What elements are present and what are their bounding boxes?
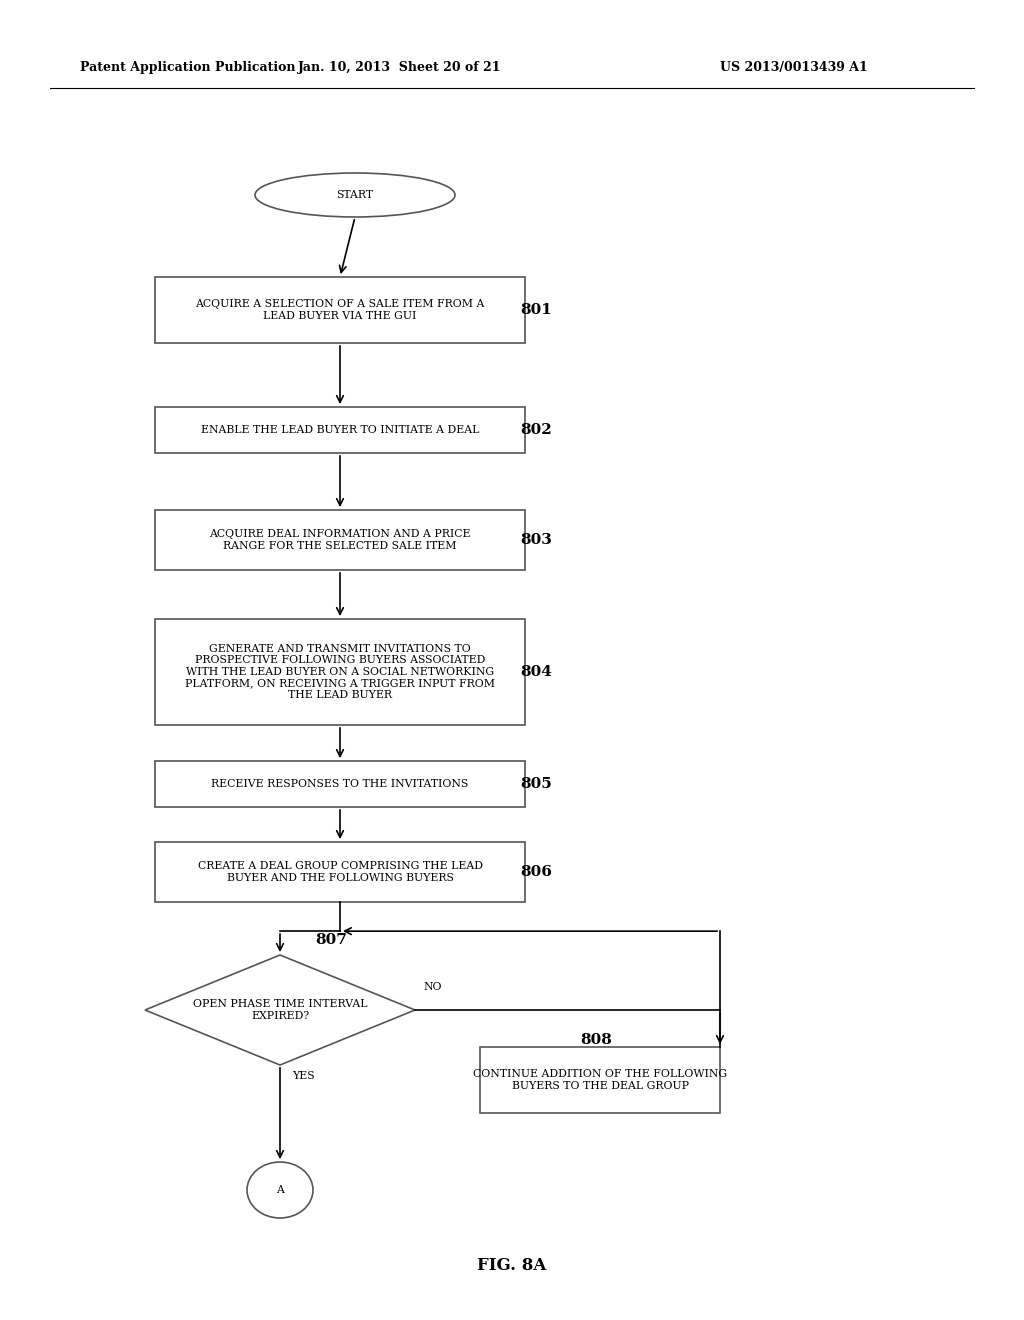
- Text: 808: 808: [580, 1034, 612, 1047]
- Bar: [155, 619, 525, 725]
- Bar: [155, 762, 525, 807]
- Text: 804: 804: [520, 665, 552, 678]
- Text: FIG. 8A: FIG. 8A: [477, 1257, 547, 1274]
- Text: CREATE A DEAL GROUP COMPRISING THE LEAD
BUYER AND THE FOLLOWING BUYERS: CREATE A DEAL GROUP COMPRISING THE LEAD …: [198, 861, 482, 883]
- Polygon shape: [145, 954, 415, 1065]
- Text: OPEN PHASE TIME INTERVAL
EXPIRED?: OPEN PHASE TIME INTERVAL EXPIRED?: [193, 999, 368, 1020]
- Text: START: START: [337, 190, 374, 201]
- Ellipse shape: [255, 173, 455, 216]
- Bar: [155, 407, 525, 453]
- Text: US 2013/0013439 A1: US 2013/0013439 A1: [720, 62, 867, 74]
- Text: 801: 801: [520, 304, 552, 317]
- Text: Jan. 10, 2013  Sheet 20 of 21: Jan. 10, 2013 Sheet 20 of 21: [298, 62, 502, 74]
- Text: ENABLE THE LEAD BUYER TO INITIATE A DEAL: ENABLE THE LEAD BUYER TO INITIATE A DEAL: [201, 425, 479, 436]
- Text: YES: YES: [292, 1071, 314, 1081]
- Text: GENERATE AND TRANSMIT INVITATIONS TO
PROSPECTIVE FOLLOWING BUYERS ASSOCIATED
WIT: GENERATE AND TRANSMIT INVITATIONS TO PRO…: [185, 644, 495, 700]
- Text: 803: 803: [520, 533, 552, 546]
- Bar: [155, 510, 525, 570]
- Text: 807: 807: [315, 933, 347, 946]
- Bar: [155, 277, 525, 343]
- Text: Patent Application Publication: Patent Application Publication: [80, 62, 296, 74]
- Bar: [480, 1047, 720, 1113]
- Text: 805: 805: [520, 777, 552, 791]
- Text: 806: 806: [520, 865, 552, 879]
- Text: RECEIVE RESPONSES TO THE INVITATIONS: RECEIVE RESPONSES TO THE INVITATIONS: [211, 779, 469, 789]
- Text: ACQUIRE A SELECTION OF A SALE ITEM FROM A
LEAD BUYER VIA THE GUI: ACQUIRE A SELECTION OF A SALE ITEM FROM …: [196, 300, 484, 321]
- Bar: [155, 842, 525, 902]
- Text: ACQUIRE DEAL INFORMATION AND A PRICE
RANGE FOR THE SELECTED SALE ITEM: ACQUIRE DEAL INFORMATION AND A PRICE RAN…: [209, 529, 471, 550]
- Text: NO: NO: [423, 982, 441, 993]
- Text: A: A: [276, 1185, 284, 1195]
- Text: 802: 802: [520, 422, 552, 437]
- Text: CONTINUE ADDITION OF THE FOLLOWING
BUYERS TO THE DEAL GROUP: CONTINUE ADDITION OF THE FOLLOWING BUYER…: [473, 1069, 727, 1090]
- Ellipse shape: [247, 1162, 313, 1218]
